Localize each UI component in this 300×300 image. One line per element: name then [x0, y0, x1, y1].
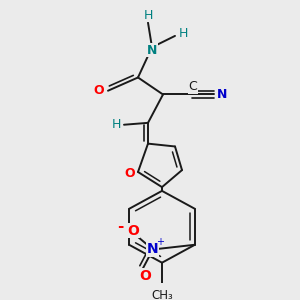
Text: H: H — [178, 27, 188, 40]
Text: H: H — [143, 9, 153, 22]
Text: N: N — [147, 242, 159, 256]
Text: H: H — [111, 118, 121, 131]
Text: N: N — [147, 44, 157, 57]
Text: O: O — [94, 84, 104, 97]
Text: +: + — [156, 237, 164, 247]
Text: C: C — [189, 80, 197, 93]
Text: O: O — [125, 167, 135, 180]
Text: -: - — [117, 219, 123, 234]
Text: CH₃: CH₃ — [151, 289, 173, 300]
Text: N: N — [217, 88, 227, 101]
Text: O: O — [127, 224, 139, 238]
Text: O: O — [139, 269, 151, 283]
